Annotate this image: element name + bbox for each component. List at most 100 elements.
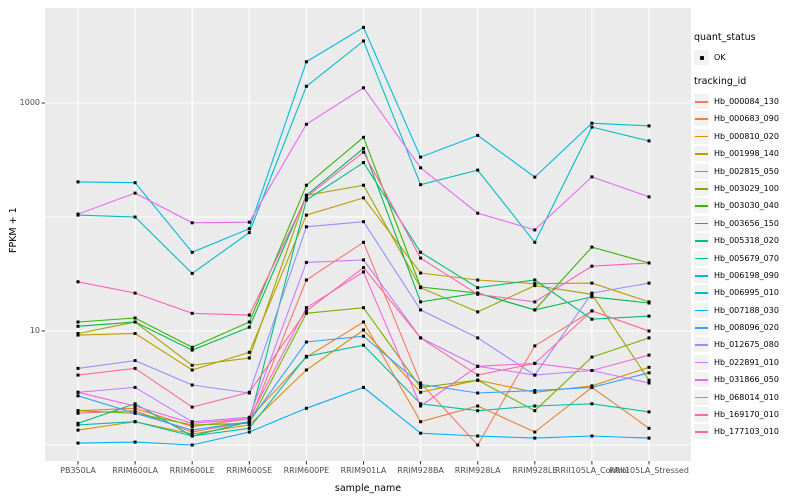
legend-key-Hb_003029_100	[694, 180, 709, 196]
data-point	[133, 359, 137, 363]
data-point	[419, 431, 423, 435]
data-point	[247, 320, 251, 324]
data-point	[362, 183, 365, 187]
data-point	[533, 404, 537, 408]
data-point	[190, 420, 194, 424]
data-point	[76, 366, 80, 370]
legend-key-Hb_177103_010	[694, 424, 709, 440]
data-point	[419, 382, 423, 386]
data-point	[362, 334, 365, 338]
data-point	[419, 285, 423, 289]
legend-label-Hb_005318_020: Hb_005318_020	[714, 236, 779, 246]
legend-label-ok: OK	[714, 53, 726, 62]
data-point	[76, 320, 80, 324]
data-point	[647, 353, 651, 357]
data-point	[304, 278, 308, 282]
data-point	[476, 286, 480, 290]
data-point	[247, 325, 251, 329]
legend-key-Hb_006198_090	[694, 267, 709, 283]
legend-item-Hb_000084_130: Hb_000084_130	[694, 93, 798, 110]
data-point	[476, 336, 480, 340]
legend-label-Hb_006198_090: Hb_006198_090	[714, 270, 779, 280]
data-point	[476, 278, 480, 282]
legend-tracking-id-title: tracking_id	[694, 76, 747, 87]
data-point	[533, 373, 537, 377]
legend-line-icon	[695, 361, 708, 364]
data-point	[247, 231, 251, 235]
x-tick-label-RRIM901LA: RRIM901LA	[340, 466, 387, 475]
data-point	[647, 139, 651, 143]
x-tick-label-PB350LA: PB350LA	[60, 466, 96, 475]
legend-label-Hb_012675_080: Hb_012675_080	[714, 340, 779, 350]
legend-line-icon	[695, 414, 708, 416]
data-point	[590, 385, 594, 389]
legend-key-Hb_022891_010	[694, 354, 709, 370]
legend-key-Hb_000683_090	[694, 111, 709, 127]
data-point	[76, 394, 80, 398]
data-point	[76, 180, 80, 184]
data-point	[362, 196, 365, 200]
data-point	[419, 166, 423, 170]
data-point	[419, 336, 423, 340]
data-point	[419, 308, 423, 312]
data-point	[476, 133, 480, 137]
legend-label-Hb_002815_050: Hb_002815_050	[714, 166, 779, 176]
legend-key-Hb_031866_050	[694, 372, 709, 388]
data-point	[419, 256, 423, 260]
data-point	[647, 195, 651, 199]
data-point	[533, 278, 537, 282]
legend-key-Hb_003656_150	[694, 215, 709, 231]
data-point	[190, 430, 194, 434]
data-point	[419, 404, 423, 408]
legend-label-Hb_000084_130: Hb_000084_130	[714, 97, 779, 106]
data-point	[76, 390, 80, 394]
data-point	[76, 280, 80, 284]
data-point	[76, 324, 80, 328]
data-point	[590, 175, 594, 179]
legend-label-Hb_003029_100: Hb_003029_100	[714, 183, 779, 193]
data-point	[362, 320, 365, 324]
data-point	[304, 84, 308, 88]
data-point	[590, 317, 594, 321]
legend-quant-status-title: quant_status	[694, 32, 756, 43]
data-point	[304, 311, 308, 315]
legend-item-Hb_031866_050: Hb_031866_050	[694, 371, 798, 388]
y-tick-label-10: 10	[29, 326, 40, 335]
plot-panel-background	[45, 8, 691, 461]
legend-item-Hb_003029_100: Hb_003029_100	[694, 180, 798, 197]
y-axis-title: FPKM + 1	[8, 207, 19, 253]
legend-label-Hb_008096_020: Hb_008096_020	[714, 323, 779, 333]
data-point	[133, 215, 137, 219]
data-point	[590, 281, 594, 285]
legend-line-icon	[695, 431, 708, 434]
legend-label-Hb_177103_010: Hb_177103_010	[714, 427, 779, 437]
legend-label-Hb_005679_070: Hb_005679_070	[714, 253, 779, 263]
data-point	[476, 168, 480, 172]
data-point	[190, 425, 194, 429]
legend-item-Hb_001998_140: Hb_001998_140	[694, 145, 798, 162]
data-point	[647, 371, 651, 375]
legend-line-icon	[695, 222, 708, 225]
data-point	[76, 421, 80, 425]
data-point	[476, 404, 480, 408]
data-point	[304, 60, 308, 64]
legend-line-icon	[695, 309, 708, 312]
legend-line-icon	[695, 187, 708, 190]
data-point	[362, 266, 365, 270]
data-point	[304, 368, 308, 372]
legend-label-Hb_003656_150: Hb_003656_150	[714, 218, 779, 228]
data-point	[647, 436, 651, 440]
data-point	[590, 125, 594, 129]
legend-line-icon	[695, 101, 708, 103]
point-marker-icon	[699, 55, 704, 60]
data-point	[304, 354, 308, 358]
data-point	[76, 333, 80, 337]
legend-item-Hb_022891_010: Hb_022891_010	[694, 354, 798, 371]
x-tick-label-RRII105LA_Control: RRII105LA_Control	[554, 466, 629, 475]
data-point	[247, 390, 251, 394]
data-point	[590, 402, 594, 406]
legend-tracking-items: Hb_000084_130 Hb_000683_090 Hb_000810_020 H…	[694, 93, 798, 440]
data-point	[133, 320, 137, 324]
data-point	[419, 390, 423, 394]
data-point	[304, 309, 308, 313]
